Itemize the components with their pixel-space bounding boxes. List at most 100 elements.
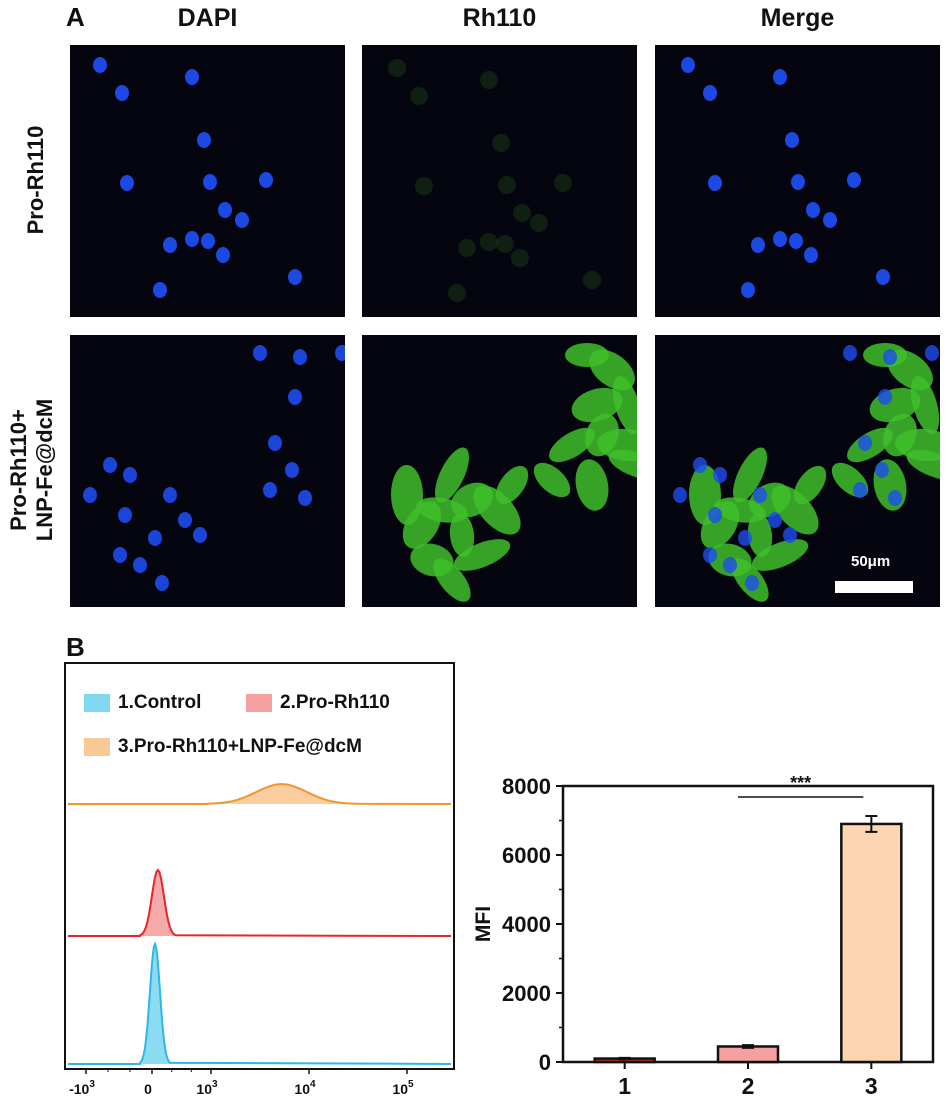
hist-x-tick-label: 105 <box>392 1079 414 1097</box>
rh110-row1-faint-cell <box>410 87 428 105</box>
histogram-line-2 <box>68 868 452 937</box>
dapi-row2-nucleus <box>163 487 177 503</box>
column-header-merge: Merge <box>760 4 835 32</box>
rh110-row2-cell <box>449 513 475 557</box>
dapi-row1-nucleus <box>185 231 199 247</box>
merge-row2-nucleus <box>703 547 717 563</box>
merge-row1-nucleus <box>785 132 799 148</box>
rh110-row2-cell <box>433 558 471 602</box>
row-label-pro-rh110-lnp: Pro-Rh110+ LNP-Fe@dcM <box>4 335 64 605</box>
bar-y-tick-label: 2000 <box>502 981 551 1006</box>
dapi-row2-nucleus <box>285 462 299 478</box>
dapi-row2-nucleus <box>118 507 132 523</box>
histogram-area-2 <box>68 870 451 936</box>
merge-row1-nucleus <box>804 247 818 263</box>
rh110-row2-cell <box>571 387 623 423</box>
bar-y-tick-label: 0 <box>539 1050 551 1075</box>
merge-row2-nucleus <box>878 389 892 405</box>
bar-y-tick-label: 4000 <box>502 912 551 937</box>
dapi-row2-nucleus <box>113 547 127 563</box>
merge-row2-cell <box>910 375 940 435</box>
row-label-line-2: LNP-Fe@dcM <box>32 398 57 542</box>
row-label-line-1: Pro-Rh110+ <box>6 409 31 531</box>
micrograph-dapi-row1 <box>70 45 345 317</box>
rh110-row2-cell <box>453 539 511 571</box>
dapi-row1-nucleus <box>235 212 249 228</box>
dapi-row2-nucleus <box>263 482 277 498</box>
histogram-line-1 <box>68 940 452 1065</box>
rh110-row1-faint-cell <box>458 239 476 257</box>
dapi-row1-nucleus <box>115 85 129 101</box>
dapi-row2-nucleus <box>83 487 97 503</box>
rh110-row2-cell <box>612 375 637 435</box>
rh110-row1-faint-cell <box>498 176 516 194</box>
histogram-area-3 <box>68 784 451 804</box>
merge-row2-cell <box>751 539 809 571</box>
column-header-dapi: DAPI <box>177 4 238 32</box>
micrograph-rh110-row2 <box>362 335 637 607</box>
dapi-row1-nucleus <box>201 233 215 249</box>
merge-row2-nucleus <box>738 530 752 546</box>
bar-chart: 0 2000 4000 6000 8000 MFI 1 2 3 *** <box>472 773 935 1099</box>
bar-y-tick-label: 8000 <box>502 774 551 799</box>
merge-row1-nucleus <box>773 69 787 85</box>
legend-swatch-pro-rh110-lnp <box>84 738 110 756</box>
rh110-row2-cell <box>549 427 595 463</box>
rh110-row1-faint-cell <box>480 71 498 89</box>
merge-row2-nucleus <box>768 512 782 528</box>
merge-row1-nucleus <box>773 231 787 247</box>
merge-row2-nucleus <box>753 487 767 503</box>
rh110-row1-faint-cell <box>448 284 466 302</box>
bar-x-tick-label: 1 <box>618 1073 631 1099</box>
histogram-line-3 <box>68 782 452 805</box>
merge-row1-nucleus <box>708 175 722 191</box>
rh110-row2-cell <box>473 485 521 535</box>
bar-x-tick-label: 3 <box>865 1073 878 1099</box>
rh110-row1-faint-cell <box>511 249 529 267</box>
micrograph-merge-row1 <box>655 45 940 317</box>
legend-label-pro-rh110: 2.Pro-Rh110 <box>280 692 390 713</box>
dapi-row1-nucleus <box>259 172 273 188</box>
legend-item-control: 1.Control <box>84 692 201 714</box>
merge-row1-nucleus <box>806 202 820 218</box>
dapi-row2-nucleus <box>253 345 267 361</box>
merge-row2-nucleus <box>713 467 727 483</box>
bar-x-tick-label: 2 <box>742 1073 755 1099</box>
micrograph-rh110-row1 <box>362 45 637 317</box>
rh110-row1-faint-cell <box>415 177 433 195</box>
merge-row2-nucleus <box>883 349 897 365</box>
dapi-row2-nucleus <box>123 467 137 483</box>
rh110-row1-faint-cell <box>583 271 601 289</box>
merge-row2-cell <box>771 485 819 535</box>
legend-swatch-control <box>84 694 110 712</box>
legend-item-pro-rh110-lnp: 3.Pro-Rh110+LNP-Fe@dcM <box>84 736 362 758</box>
micrograph-dapi-row2 <box>70 335 345 607</box>
row-label-line: Pro-Rh110 <box>23 125 48 235</box>
dapi-row2-nucleus <box>193 527 207 543</box>
column-header-rh110: Rh110 <box>462 4 537 32</box>
dapi-row1-nucleus <box>93 57 107 73</box>
merge-row1-nucleus <box>823 212 837 228</box>
dapi-row2-nucleus <box>148 530 162 546</box>
rh110-row1-faint-cell <box>496 235 514 253</box>
bar-y-axis-label: MFI <box>472 906 495 942</box>
merge-row2-nucleus <box>673 487 687 503</box>
merge-row1-nucleus <box>847 172 861 188</box>
merge-row1-nucleus <box>741 282 755 298</box>
merge-row1-nucleus <box>791 174 805 190</box>
merge-row2-nucleus <box>745 575 759 591</box>
legend-label-pro-rh110-lnp: 3.Pro-Rh110+LNP-Fe@dcM <box>118 736 362 757</box>
rh110-row2-cell <box>608 449 637 481</box>
dapi-row2-nucleus <box>335 345 345 361</box>
merge-row2-cell <box>732 447 768 503</box>
micrograph-merge-row2: 50μm <box>655 335 940 607</box>
legend-swatch-pro-rh110 <box>246 694 272 712</box>
panel-a-letter: A <box>66 2 85 32</box>
merge-row2-nucleus <box>723 557 737 573</box>
dapi-row1-nucleus <box>216 247 230 263</box>
histogram-area-1 <box>68 944 451 1064</box>
rh110-row2-cell <box>495 465 529 505</box>
dapi-row1-nucleus <box>120 175 134 191</box>
dapi-row2-nucleus <box>103 457 117 473</box>
merge-row2-cell <box>793 465 827 505</box>
